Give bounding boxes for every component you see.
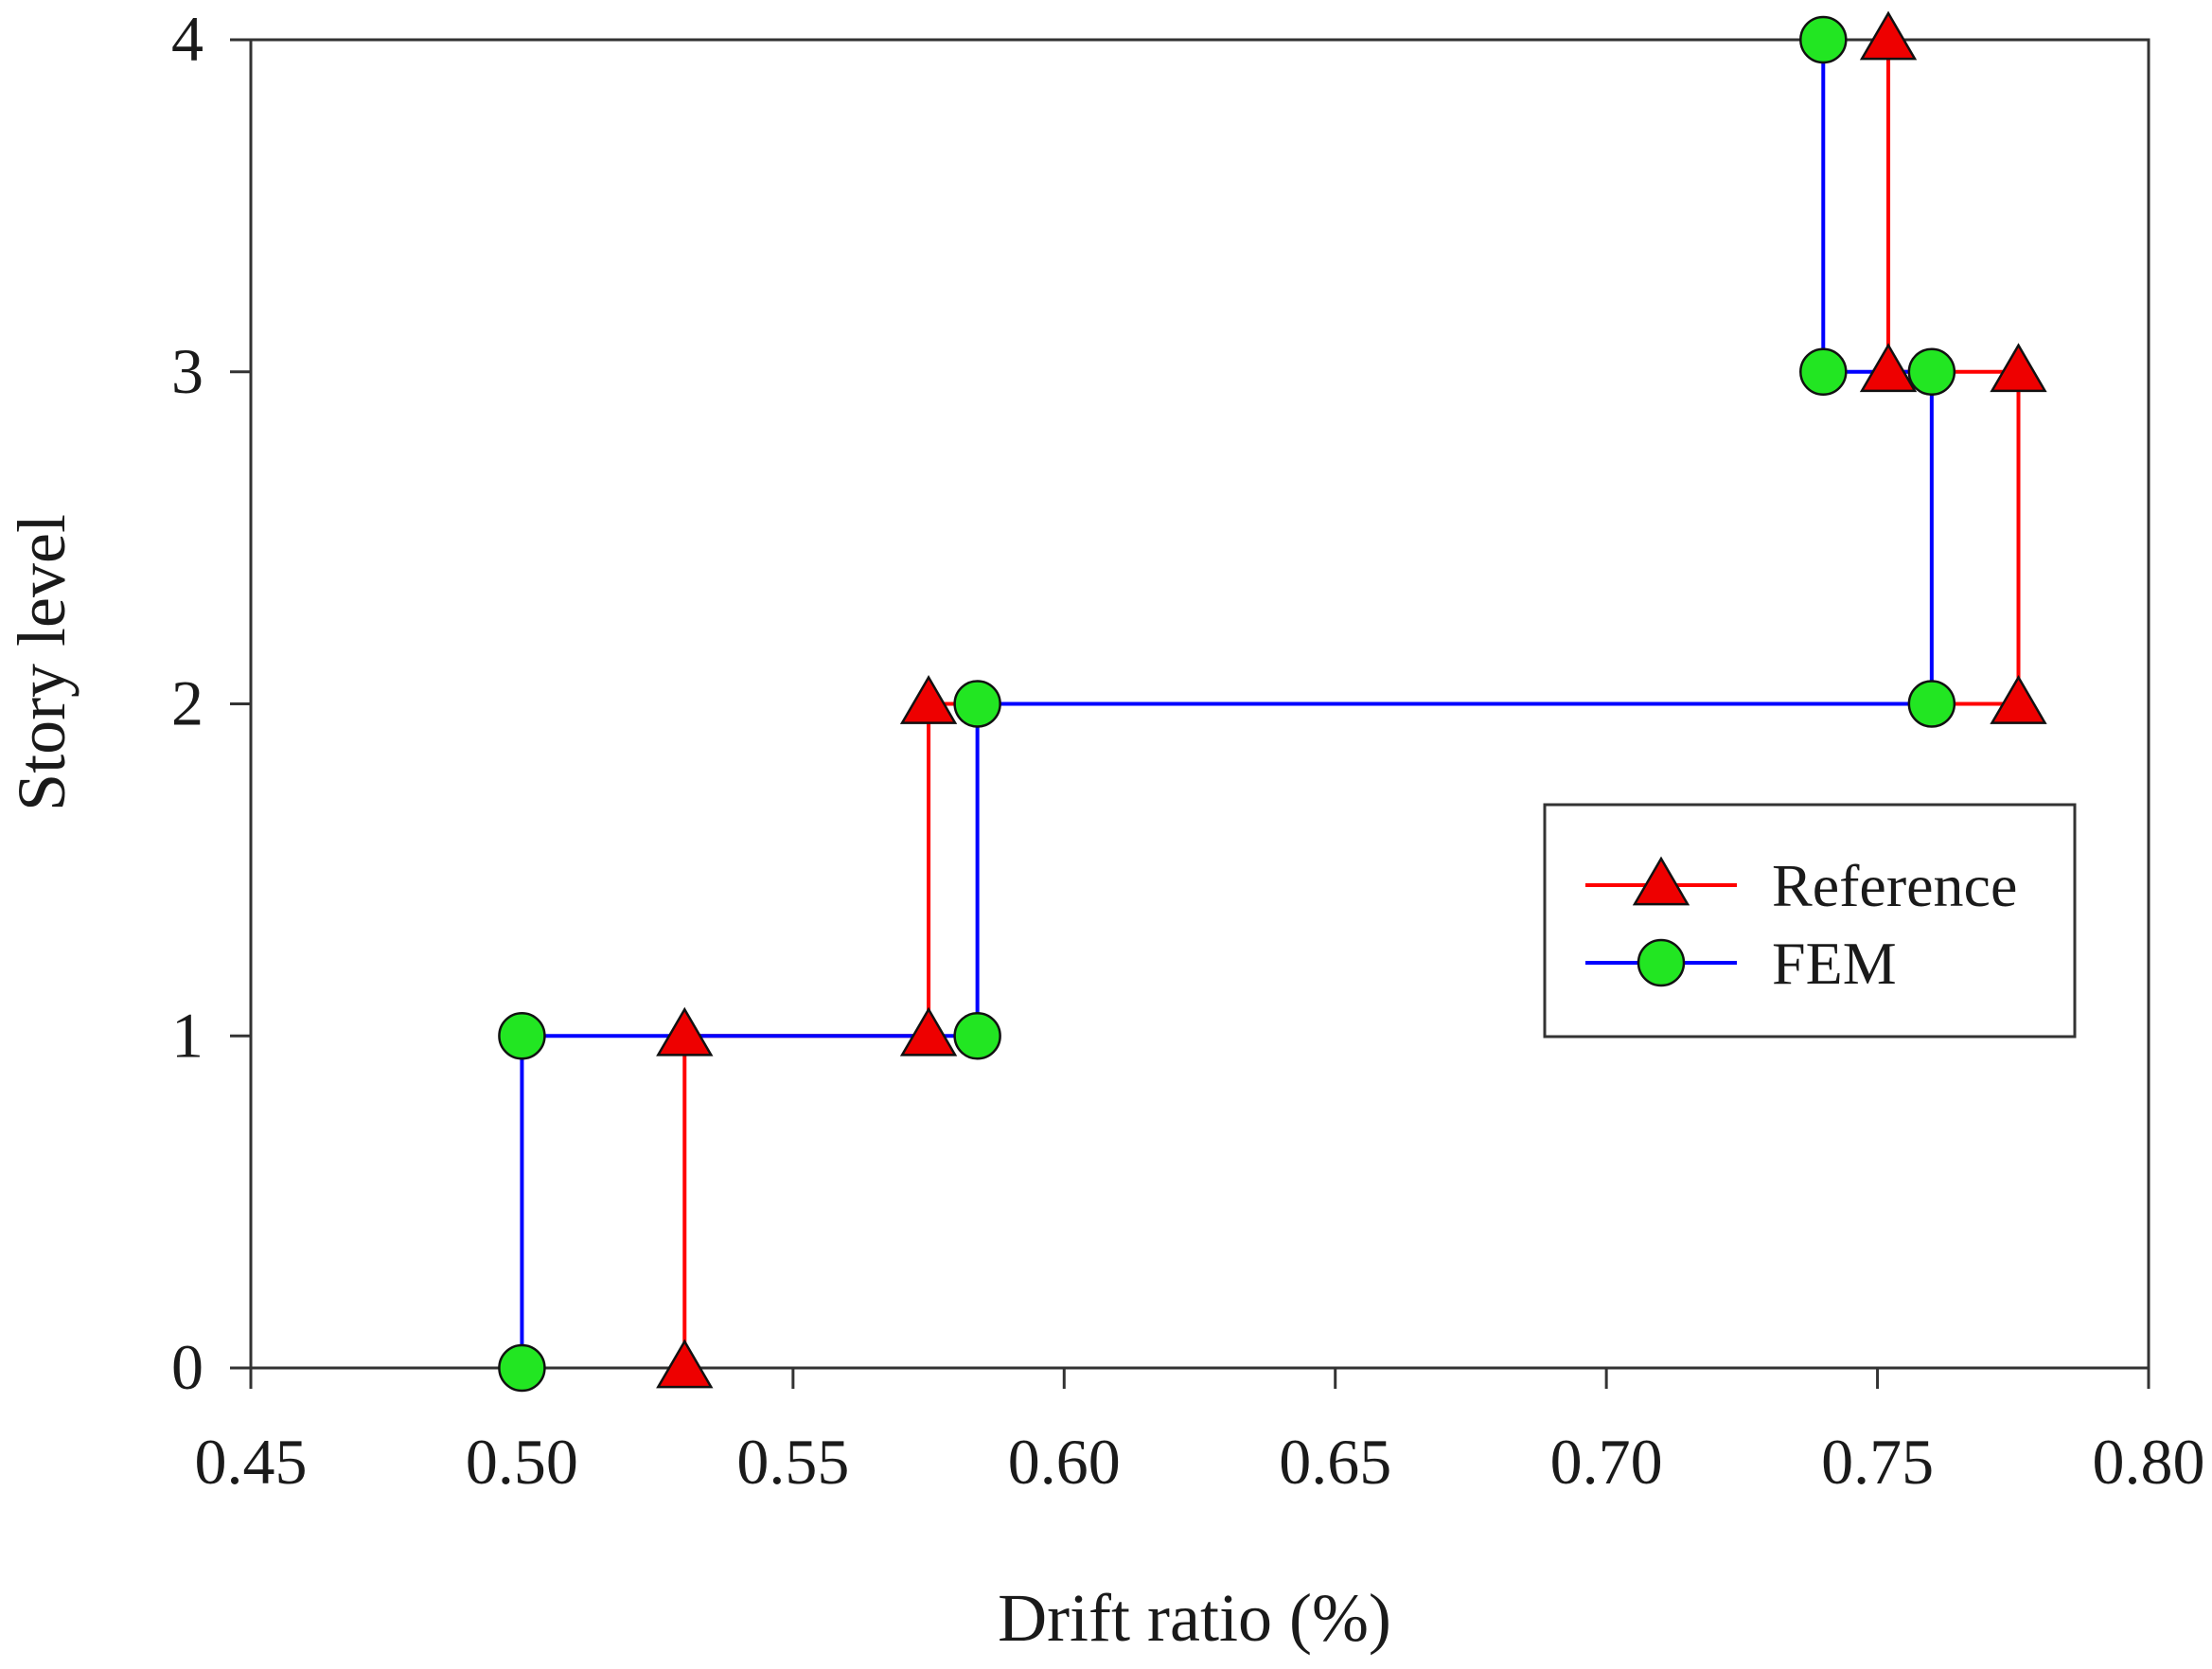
x-tick-label: 0.70 <box>1550 1426 1663 1498</box>
y-tick-label: 0 <box>171 1331 204 1403</box>
x-tick-label: 0.60 <box>1008 1426 1121 1498</box>
y-axis-title: Story level <box>4 514 80 811</box>
series-markers-reference <box>656 10 2047 1389</box>
x-tick-label: 0.50 <box>466 1426 578 1498</box>
x-tick-label: 0.80 <box>2093 1426 2205 1498</box>
data-point-fem <box>953 680 1001 728</box>
data-point-reference <box>899 675 958 724</box>
data-point-reference <box>1859 343 1918 393</box>
y-tick-label: 3 <box>171 335 204 407</box>
series-line-fem <box>520 40 1934 1368</box>
y-tick-label: 2 <box>171 667 204 739</box>
data-point-reference <box>899 1006 958 1056</box>
data-point-reference <box>1859 10 1918 61</box>
legend-entries: Reference FEM <box>1585 852 2017 997</box>
x-tick-label: 0.75 <box>1821 1426 1934 1498</box>
data-point-fem <box>1907 680 1956 728</box>
series-fem <box>520 40 1934 1368</box>
axis-ticks: 0.45 0.50 0.55 0.60 0.65 0.70 0.75 0.80 0 1 2 3 4 <box>171 3 2205 1498</box>
legend: Reference FEM <box>1543 803 2077 1039</box>
legend-marker-reference <box>1632 856 1690 906</box>
legend-marker-fem <box>1637 938 1686 987</box>
legend-label-reference: Reference <box>1772 852 2017 919</box>
data-series <box>498 10 2047 1393</box>
x-axis-title: Drift ratio (%) <box>998 1580 1391 1656</box>
data-point-reference <box>656 1339 714 1389</box>
data-point-fem <box>1907 347 1956 396</box>
x-tick-label: 0.45 <box>195 1426 308 1498</box>
data-point-fem <box>1799 347 1848 396</box>
data-point-reference <box>1990 675 2047 724</box>
y-tick-label: 4 <box>171 3 204 75</box>
series-markers-fem <box>498 15 1956 1393</box>
data-point-reference <box>1990 343 2047 393</box>
legend-box <box>1543 803 2077 1039</box>
data-point-fem <box>498 1343 546 1393</box>
legend-label-fem: FEM <box>1772 930 1897 997</box>
data-point-reference <box>656 1006 714 1056</box>
data-point-fem <box>1799 15 1848 64</box>
data-point-fem <box>953 1012 1001 1060</box>
x-tick-label: 0.55 <box>736 1426 849 1498</box>
x-tick-label: 0.65 <box>1279 1426 1391 1498</box>
y-tick-label: 1 <box>171 999 204 1071</box>
data-point-fem <box>498 1012 546 1060</box>
